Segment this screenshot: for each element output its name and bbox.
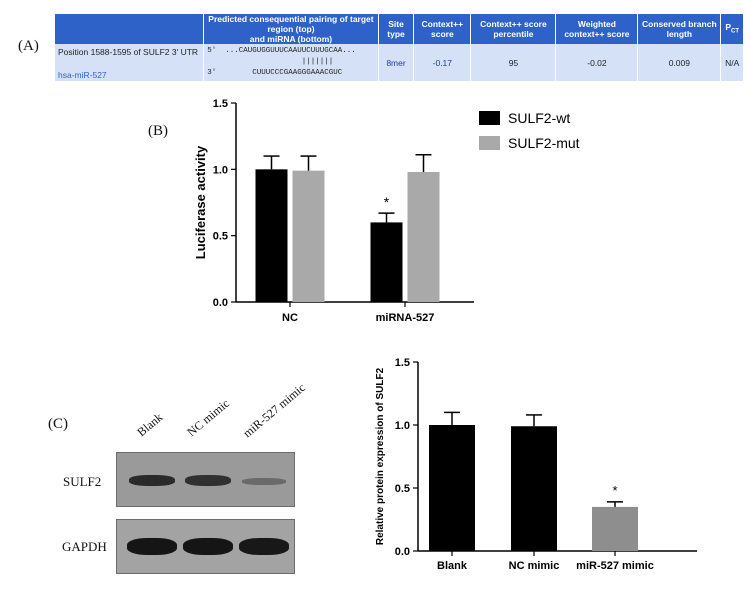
chart-b-y-axis-label: Luciferase activity (193, 145, 208, 259)
chart-b-x-tick-label: miRNA-527 (376, 312, 435, 324)
row-label-sulf2: SULF2 (63, 474, 102, 489)
mirna-name-link[interactable]: hsa-miR-527 (58, 70, 107, 80)
chart-c-y-tick-label: 0.5 (395, 483, 410, 495)
targetscan-table: Predicted consequential pairing of targe… (55, 14, 744, 81)
bar-mirna-527-sulf2-wt (370, 222, 403, 302)
bar-nc-sulf2-mut (292, 170, 325, 302)
cell-pct: N/A (720, 44, 744, 81)
sulf2-band-blank (129, 475, 175, 486)
chart-b-y-tick-label: 0.5 (213, 231, 228, 243)
mirna-sequence: 3' CUUUCCCGAAGGGAAACGUC (207, 69, 343, 77)
gapdh-band-blank (127, 538, 177, 555)
chart-b-x-tick-label: NC (282, 312, 298, 324)
panel-label-b: (B) (148, 123, 168, 139)
legend-swatch-sulf2-mut (479, 136, 500, 150)
sulf2-band-mir527-mimic (242, 478, 286, 485)
chart-c-y-axis-label: Relative protein expression of SULF2 (375, 367, 386, 545)
header-branch-length: Conserved branch length (637, 14, 722, 44)
table-header-row: Predicted consequential pairing of targe… (55, 14, 744, 44)
chart-c-y-tick-label: 1.0 (395, 420, 410, 432)
significance-star: * (612, 483, 617, 498)
bar-nc-sulf2-wt (255, 169, 288, 302)
chart-c-y-tick-label: 0.0 (395, 546, 410, 558)
cell-context-percentile: 95 (470, 44, 557, 81)
gapdh-band-nc-mimic (183, 538, 233, 555)
header-position (55, 14, 205, 44)
header-pairing: Predicted consequential pairing of targe… (203, 14, 379, 44)
panel-label-a: (A) (18, 38, 39, 54)
cell-pairing: 5' ...CAUGUGGUUUCAAUUCUUUGCAA... |||||||… (203, 44, 379, 81)
bar-nc-mimic (511, 426, 557, 551)
lane-label-mir527-mimic: miR-527 mimic (240, 380, 308, 441)
cell-branch-length: 0.009 (637, 44, 722, 81)
table-row: Position 1588-1595 of SULF2 3' UTR hsa-m… (55, 44, 744, 81)
target-sequence: 5' ...CAUGUGGUUUCAAUUCUUUGCAA... (207, 47, 356, 55)
header-weighted-score: Weighted context++ score (555, 14, 639, 44)
header-site-type: Site type (378, 14, 415, 44)
chart-c-x-tick-label: miR-527 mimic (576, 560, 654, 572)
chart-c-y-tick-label: 1.5 (395, 357, 410, 369)
cell-weighted-score: -0.02 (555, 44, 639, 81)
row-label-gapdh: GAPDH (62, 539, 107, 554)
target-position-text: Position 1588-1595 of SULF2 3' UTR (58, 47, 199, 57)
legend-label-sulf2-wt: SULF2-wt (508, 110, 570, 126)
header-context-percentile: Context++ score percentile (470, 14, 557, 44)
lane-label-nc-mimic: NC mimic (184, 396, 232, 440)
sulf2-band-nc-mimic (185, 475, 231, 486)
legend-swatch-sulf2-wt (479, 111, 500, 125)
cell-position: Position 1588-1595 of SULF2 3' UTR hsa-m… (55, 44, 205, 81)
header-context-score: Context++ score (413, 14, 472, 44)
panel-label-c: (C) (48, 416, 68, 432)
significance-star: * (384, 194, 390, 210)
gapdh-blot (116, 519, 295, 574)
gapdh-band-mir527-mimic (239, 538, 289, 555)
bar-blank (429, 425, 475, 551)
chart-c-x-tick-label: NC mimic (509, 560, 560, 572)
legend-label-sulf2-mut: SULF2-mut (508, 135, 580, 151)
chart-b-y-tick-label: 1.0 (213, 164, 228, 176)
bar-mir-527-mimic (592, 506, 638, 551)
lane-label-blank: Blank (134, 410, 166, 440)
chart-b-y-tick-label: 1.5 (213, 98, 228, 110)
chart-b-y-tick-label: 0.0 (213, 297, 228, 309)
pairing-bars: ||||||| (207, 58, 334, 66)
bar-mirna-527-sulf2-mut (407, 171, 440, 302)
chart-c-x-tick-label: Blank (437, 560, 468, 572)
sulf2-blot (116, 452, 295, 507)
cell-context-score: -0.17 (413, 44, 472, 81)
cell-site-type: 8mer (378, 44, 415, 81)
header-pct: PCT (720, 14, 744, 44)
